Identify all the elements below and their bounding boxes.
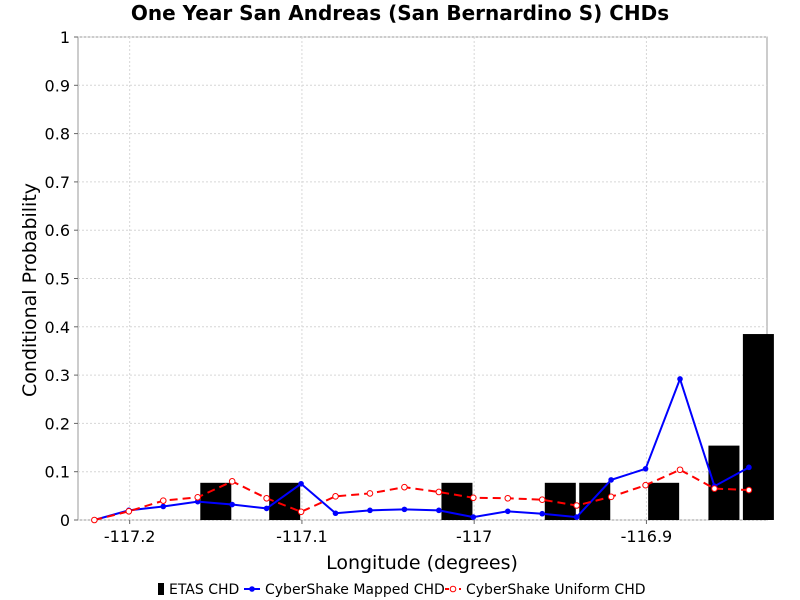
x-tick-label: -117.2: [104, 527, 156, 546]
series-point: [470, 494, 477, 502]
series-point: [538, 496, 546, 504]
y-tick-label: 0.8: [45, 125, 70, 144]
series-point: [642, 481, 649, 489]
series-point: [608, 477, 614, 483]
series-point: [435, 488, 443, 496]
chart-title: One Year San Andreas (San Bernardino S) …: [131, 1, 669, 25]
series-line: [94, 375, 750, 521]
series-point: [366, 490, 374, 497]
x-tick-label: -116.9: [621, 527, 673, 546]
series-point: [332, 510, 339, 517]
series-point: [263, 494, 270, 502]
series-point: [401, 483, 408, 491]
series-point: [470, 514, 477, 520]
series-point: [91, 516, 98, 524]
y-tick-label: 0.3: [45, 366, 70, 385]
series-point: [367, 507, 373, 514]
series-line: [94, 468, 749, 521]
x-tick-label: -117.1: [276, 527, 328, 546]
series-point: [745, 486, 753, 494]
legend-marker: [249, 586, 255, 592]
series-point: [297, 508, 305, 516]
series-point: [159, 497, 167, 504]
series-point: [642, 466, 649, 472]
x-axis-label: Longitude (degrees): [326, 552, 518, 574]
y-tick-label: 0.9: [45, 76, 70, 95]
axis-ticks: 0 0.1 0.2 0.3 0.4 0.5 0.6 0.7 0.8 0.9 1 -117.2 -117.…: [45, 28, 673, 546]
y-tick-label: 0.2: [45, 414, 70, 433]
series-point: [573, 502, 580, 509]
y-axis-label: Conditional Probability: [19, 183, 41, 397]
series-point: [607, 493, 615, 501]
series-point: [263, 505, 270, 512]
legend-label: CyberShake Mapped CHD: [265, 582, 445, 598]
series-point: [436, 507, 442, 514]
series-lines: [91, 375, 753, 524]
series-point: [539, 510, 546, 517]
series-point: [229, 501, 235, 508]
series-point: [401, 506, 408, 513]
series-point: [711, 485, 718, 492]
series-point: [125, 508, 133, 515]
etas-bar: [648, 482, 680, 520]
series-point: [228, 478, 236, 485]
x-tick-label: -117: [456, 527, 492, 546]
series-point: [676, 466, 684, 474]
series-point: [746, 464, 752, 471]
y-tick-label: 0: [60, 511, 70, 530]
y-tick-label: 0.5: [45, 270, 70, 289]
legend-bar-swatch: [158, 583, 164, 595]
legend-label: CyberShake Uniform CHD: [466, 582, 646, 598]
grid: [78, 36, 767, 521]
y-tick-label: 0.1: [45, 463, 70, 482]
series-point: [504, 508, 511, 515]
series-point: [298, 480, 304, 487]
legend-label: ETAS CHD: [169, 582, 239, 598]
y-tick-label: 0.7: [45, 173, 70, 192]
series-point: [332, 493, 339, 500]
legend-marker: [449, 585, 457, 593]
series-point: [160, 503, 167, 510]
series-point: [573, 514, 580, 520]
series-point: [504, 494, 512, 502]
legend: ETAS CHD CyberShake Mapped CHD CyberShake …: [158, 582, 646, 598]
y-tick-label: 0.4: [45, 318, 70, 337]
y-tick-label: 0.6: [45, 221, 70, 240]
series-point: [194, 493, 202, 501]
series-point: [677, 376, 683, 382]
etas-bar: [579, 482, 611, 520]
y-tick-label: 1: [60, 28, 70, 47]
